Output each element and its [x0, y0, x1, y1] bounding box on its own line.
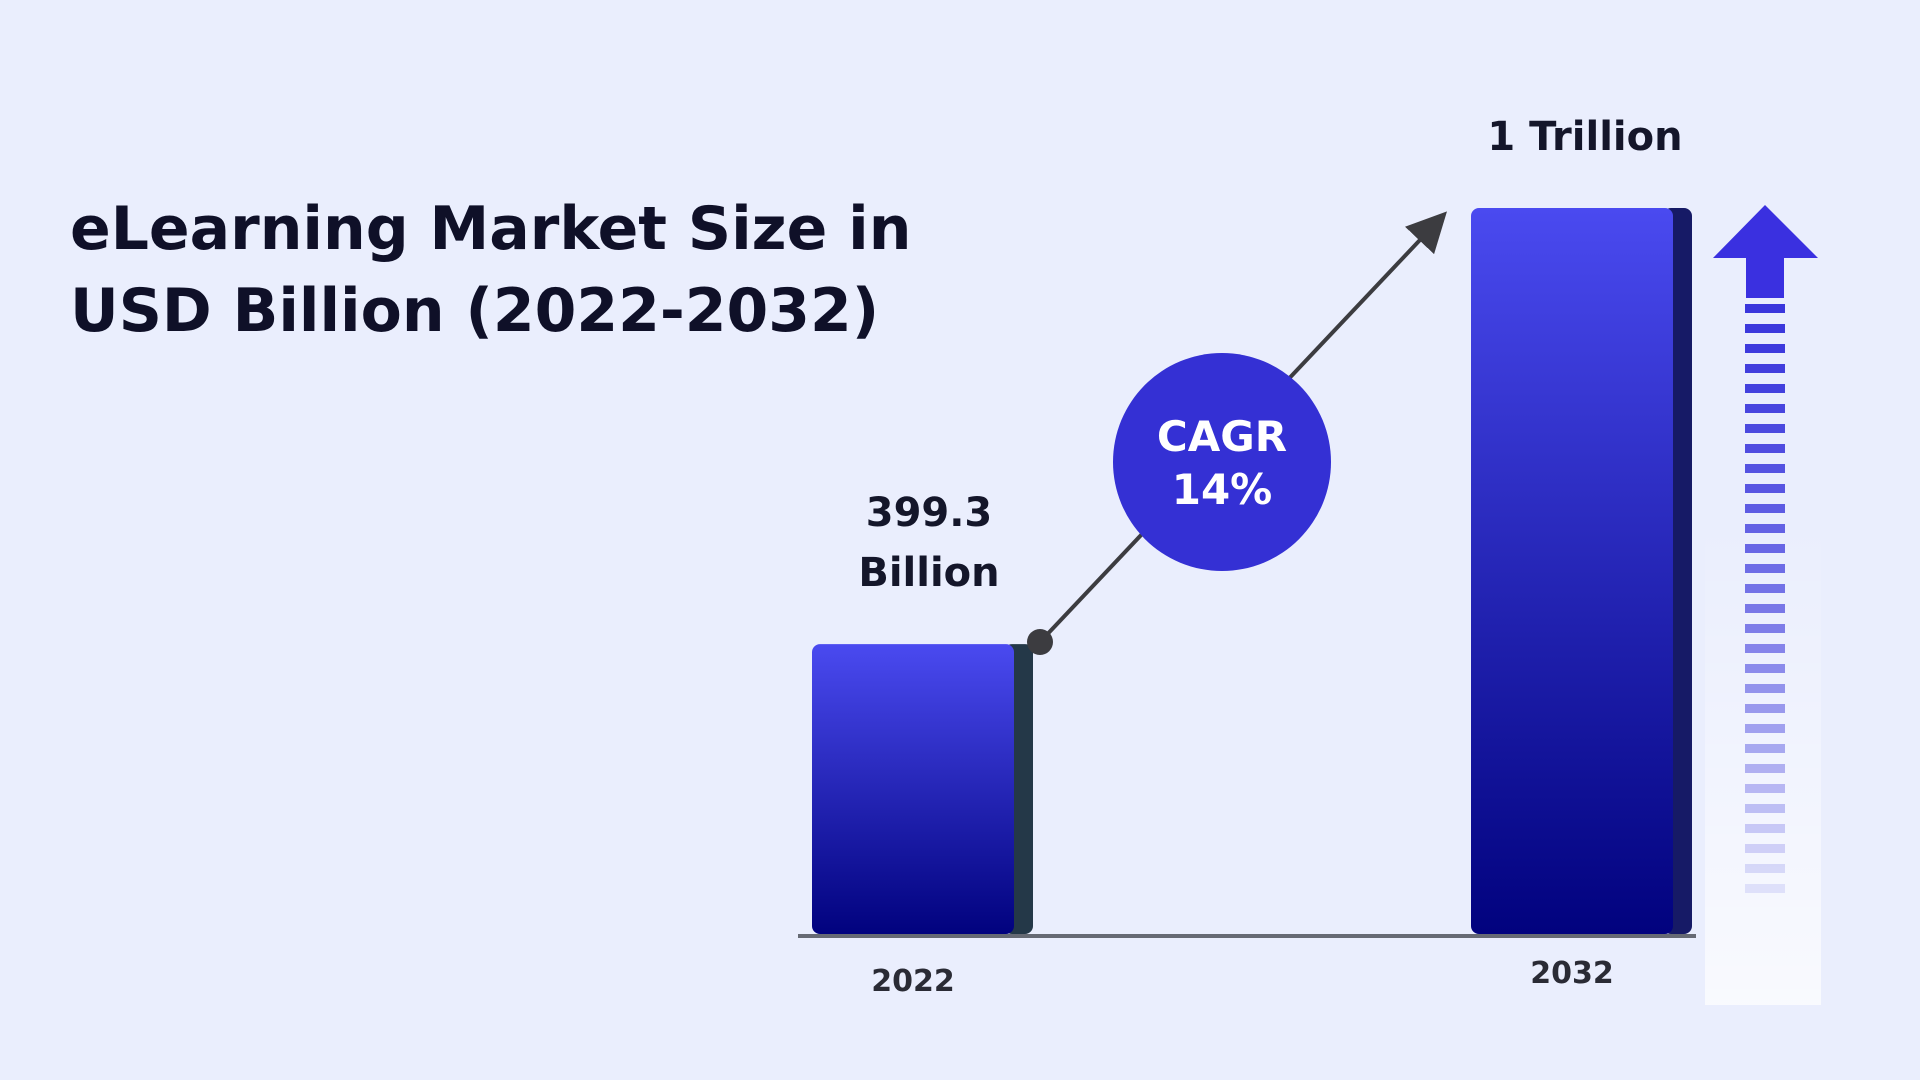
x-tick-label: 2032 [1530, 956, 1614, 991]
data-label: 1 Trillion [1487, 114, 1682, 160]
arrow-dash [1745, 644, 1785, 653]
arrow-dash [1745, 484, 1785, 493]
arrow-dash [1745, 564, 1785, 573]
arrow-dash [1745, 304, 1785, 313]
data-label: Billion [858, 550, 999, 596]
arrow-dash [1745, 764, 1785, 773]
arrow-dash [1745, 544, 1785, 553]
arrow-dash [1745, 664, 1785, 673]
arrow-dash [1745, 384, 1785, 393]
arrow-dash [1745, 364, 1785, 373]
arrow-dash [1745, 624, 1785, 633]
chart-title: eLearning Market Size in USD Billion (20… [70, 194, 912, 346]
growth-arrow-start-dot [1027, 629, 1053, 655]
arrow-dash [1745, 324, 1785, 333]
arrow-dash [1745, 504, 1785, 513]
arrow-dash [1745, 524, 1785, 533]
data-label: 399.3 [866, 490, 993, 536]
cagr-value: 14% [1172, 465, 1273, 514]
up-arrow-icon [1705, 205, 1821, 1005]
arrow-dash [1745, 684, 1785, 693]
cagr-badge: CAGR 14% [1113, 353, 1331, 571]
cagr-badge-circle [1113, 353, 1331, 571]
bar-2032 [1471, 208, 1673, 934]
bar-2022 [812, 644, 1014, 934]
arrow-dash [1745, 464, 1785, 473]
arrow-dash [1745, 424, 1785, 433]
arrow-dash [1745, 724, 1785, 733]
arrow-dash [1745, 604, 1785, 613]
arrow-dash [1745, 404, 1785, 413]
arrow-dash [1745, 824, 1785, 833]
arrow-dash [1745, 344, 1785, 353]
arrow-dash [1745, 804, 1785, 813]
cagr-label: CAGR [1157, 412, 1287, 461]
arrow-dash [1745, 444, 1785, 453]
arrow-dash [1745, 784, 1785, 793]
arrow-dash [1745, 704, 1785, 713]
arrow-dash [1745, 844, 1785, 853]
arrow-dash [1745, 744, 1785, 753]
arrow-dash [1745, 884, 1785, 893]
arrow-dash [1745, 584, 1785, 593]
x-tick-label: 2022 [871, 964, 955, 999]
arrow-dash [1745, 864, 1785, 873]
